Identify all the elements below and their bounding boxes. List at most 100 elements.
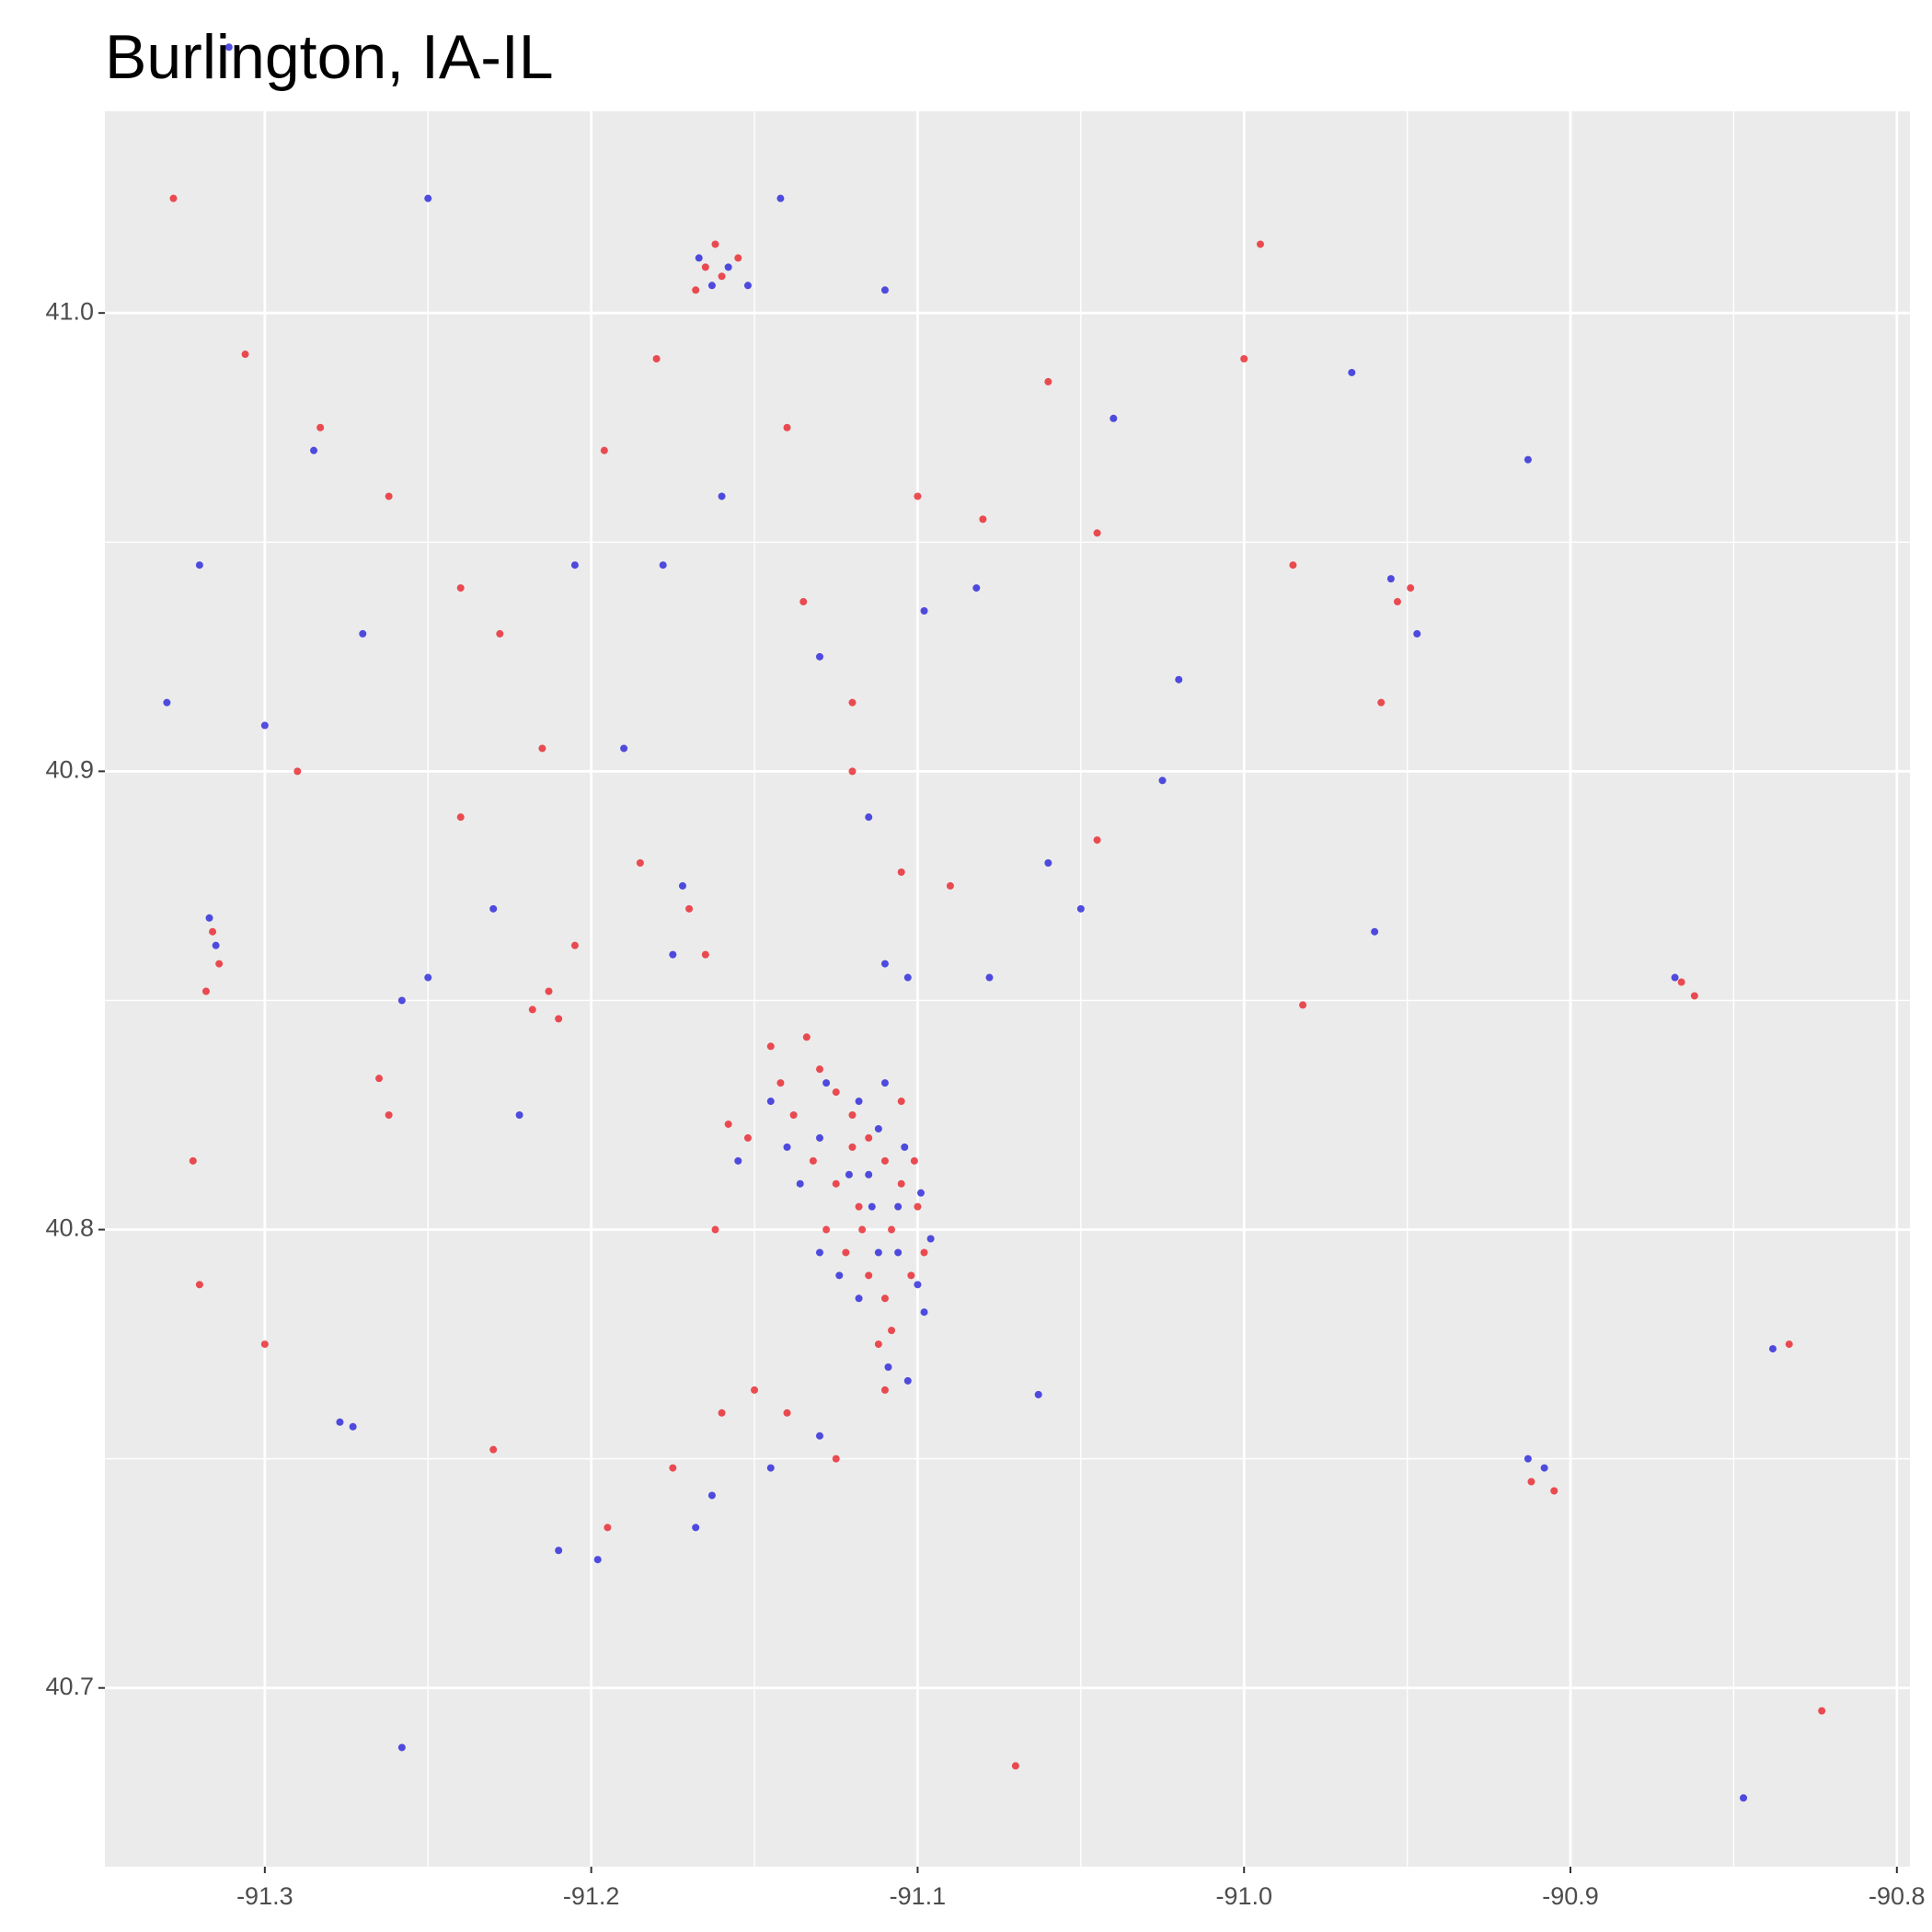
chart-title: Burlington, IA-IL [105,22,554,92]
point [1677,978,1685,986]
point [1158,776,1167,785]
point [209,927,217,936]
point [884,1363,892,1371]
point [1256,240,1264,248]
point [832,1455,840,1463]
point [848,1143,857,1151]
point [802,1033,811,1041]
point [783,1409,791,1417]
point [1240,355,1248,363]
point [1348,368,1356,376]
point [796,1179,804,1188]
point [842,1248,850,1257]
point [692,1524,700,1532]
point [195,561,203,569]
point [1076,904,1085,913]
point [809,1156,817,1165]
point [1524,1455,1532,1463]
point [224,43,233,52]
x-tick-label: -91.2 [563,1882,620,1910]
point [789,1110,798,1119]
point [897,868,905,876]
point [914,1281,922,1289]
point [1093,529,1101,537]
point [212,941,220,949]
point [555,1547,563,1555]
point [783,423,791,431]
x-tick-label: -91.0 [1215,1882,1272,1910]
point [868,1202,876,1211]
point [1413,629,1421,638]
point [169,194,178,202]
point [880,1294,889,1303]
point [897,1179,905,1188]
point [707,282,716,290]
point [901,1143,909,1151]
point [874,1248,882,1257]
point [456,584,465,592]
point [189,1156,197,1165]
point [711,240,719,248]
point [907,1271,915,1280]
point [336,1418,344,1426]
point [903,973,912,982]
point [1386,575,1395,583]
point [195,1281,203,1289]
point [1011,1762,1019,1770]
point [570,941,579,949]
point [766,1464,775,1472]
point [835,1271,844,1280]
point [880,1386,889,1394]
point [1289,561,1297,569]
point [1768,1345,1777,1353]
point [822,1225,831,1234]
point [766,1098,775,1106]
point [659,561,667,569]
point [349,1422,357,1431]
point [570,561,579,569]
point [914,1202,922,1211]
point [1044,859,1052,868]
point [1044,377,1052,385]
point [241,351,249,359]
point [880,286,889,294]
point [832,1179,840,1188]
point [1034,1390,1042,1398]
point [865,1170,873,1179]
point [555,1015,563,1023]
point [926,1235,935,1243]
point [855,1098,863,1106]
point [848,1110,857,1119]
point [1175,675,1183,684]
point [894,1248,903,1257]
y-tick-label: 41.0 [45,297,94,325]
point [397,1743,406,1752]
point [692,286,700,294]
point [620,744,628,753]
point [946,881,954,890]
point [743,282,752,290]
point [593,1556,602,1564]
point [359,629,367,638]
point [845,1170,853,1179]
point [1540,1464,1548,1472]
point [874,1124,882,1133]
point [1671,973,1679,982]
point [669,1464,677,1472]
point [920,1248,928,1257]
point [711,1225,719,1234]
point [1110,414,1118,422]
point [815,1248,823,1257]
point [848,767,857,776]
point [718,492,726,500]
point [916,1189,925,1197]
point [920,607,928,615]
point [822,1079,831,1087]
point [724,1120,732,1128]
point [848,698,857,707]
point [604,1524,612,1532]
point [880,960,889,968]
point [489,1445,498,1454]
point [496,629,504,638]
